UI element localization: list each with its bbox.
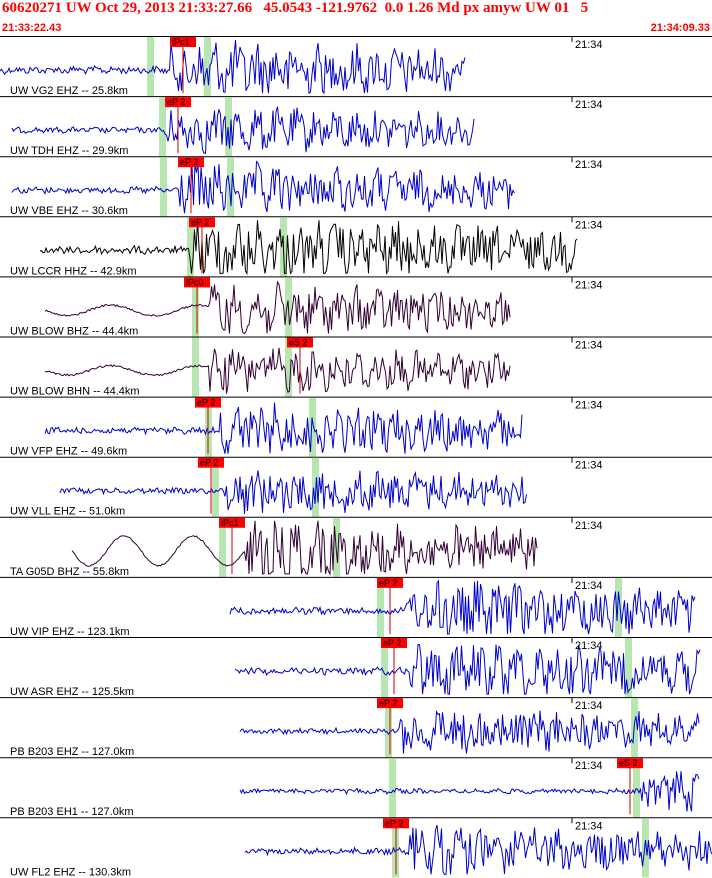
pick-label: eP 2 — [385, 818, 403, 828]
station-label: UW VFP EHZ -- 49.6km — [10, 446, 127, 458]
phase-window-band — [615, 577, 622, 637]
pick-marker[interactable] — [198, 457, 224, 468]
phase-window-band — [381, 638, 388, 698]
waveform — [44, 402, 523, 454]
station-label: UW FL2 EHZ -- 130.3km — [10, 866, 131, 878]
waveform — [11, 160, 515, 214]
phase-window-band — [160, 157, 167, 217]
pick-marker[interactable] — [381, 638, 407, 648]
time-mark-label: 21:34 — [575, 400, 603, 412]
station-label: UW ASR EHZ -- 125.5km — [10, 686, 134, 698]
seismogram-panel[interactable]: iPc1 21:34 UW VG2 EHZ -- 25.8km eP 2 21:34 UW… — [0, 36, 712, 878]
seismogram-traces[interactable]: iPc1 21:34 UW VG2 EHZ -- 25.8km eP 2 21:34 UW… — [0, 36, 712, 878]
pick-label: eP 2 — [191, 217, 209, 227]
pick-marker[interactable] — [178, 157, 204, 168]
pick-marker[interactable] — [189, 217, 215, 228]
pick-label: iPc0 — [186, 277, 204, 287]
phase-window-band — [192, 337, 199, 397]
pick-marker[interactable] — [287, 337, 313, 348]
pick-label: eP 2 — [379, 698, 397, 708]
pick-marker[interactable] — [195, 397, 221, 408]
time-mark-label: 21:34 — [575, 700, 603, 712]
window-end-time: 21:34:09.33 — [650, 22, 710, 34]
event-header: 60620271 UW Oct 29, 2013 21:33:27.66 45.… — [0, 0, 712, 36]
phase-window-band — [385, 698, 392, 758]
time-mark-label: 21:34 — [575, 219, 603, 231]
phase-window-band — [204, 37, 211, 97]
pick-marker[interactable] — [377, 577, 403, 588]
station-label: PB B203 EHZ -- 127.0km — [10, 746, 134, 758]
waveform — [39, 220, 578, 275]
station-label: UW BLOW BHZ -- 44.4km — [10, 325, 138, 337]
pick-marker[interactable] — [184, 277, 210, 288]
time-mark-label: 21:34 — [575, 760, 603, 772]
station-label: UW VG2 EHZ -- 25.8km — [10, 85, 128, 97]
phase-window-band — [389, 758, 396, 818]
phase-window-band — [219, 517, 226, 577]
station-label: UW VIP EHZ -- 123.1km — [10, 626, 130, 638]
phase-window-band — [625, 638, 632, 698]
phase-window-band — [642, 818, 649, 878]
waveform — [244, 824, 712, 875]
pick-label: iPc1 — [221, 518, 239, 528]
pick-label: eP 2 — [200, 458, 218, 468]
phase-window-band — [285, 337, 292, 397]
waveform — [11, 106, 475, 154]
phase-window-band — [187, 217, 194, 277]
phase-window-band — [633, 758, 640, 818]
pick-marker[interactable] — [377, 698, 403, 709]
time-mark-label: 21:34 — [575, 159, 603, 171]
waveform — [59, 470, 527, 514]
phase-window-band — [159, 97, 166, 157]
station-label: UW VLL EHZ -- 51.0km — [10, 506, 125, 518]
station-label: PB B203 EH1 -- 127.0km — [10, 806, 134, 818]
waveform — [229, 579, 696, 635]
waveform — [0, 39, 466, 95]
pick-label: eP 2 — [197, 398, 215, 408]
pick-label: iPc1 — [172, 37, 190, 47]
pick-label: eP 2 — [167, 97, 185, 107]
phase-window-band — [192, 277, 199, 337]
station-label: TA G05D BHZ -- 55.8km — [10, 566, 129, 578]
waveform — [239, 771, 700, 812]
time-mark-label: 21:34 — [575, 520, 603, 532]
pick-marker[interactable] — [383, 818, 409, 829]
window-start-time: 21:33:22.43 — [2, 22, 62, 34]
pick-marker[interactable] — [170, 37, 196, 47]
waveform — [239, 709, 700, 754]
pick-label: eP 2 — [180, 157, 198, 167]
pick-marker[interactable] — [617, 758, 643, 769]
phase-window-band — [309, 397, 316, 457]
phase-window-band — [225, 97, 232, 157]
station-label: UW BLOW BHN -- 44.4km — [10, 386, 140, 398]
time-mark-label: 21:34 — [575, 279, 603, 291]
pick-label: eS 2 — [289, 338, 308, 348]
pick-label: eP 2 — [383, 638, 401, 648]
time-mark-label: 21:34 — [575, 39, 603, 51]
time-mark-label: 21:34 — [575, 580, 603, 592]
time-mark-label: 21:34 — [575, 820, 603, 832]
time-mark-label: 21:34 — [575, 99, 603, 111]
waveform — [44, 280, 511, 335]
phase-window-band — [227, 157, 234, 217]
time-mark-label: 21:34 — [575, 460, 603, 472]
phase-window-band — [377, 577, 384, 637]
waveform — [44, 347, 511, 394]
time-mark-label: 21:34 — [575, 340, 603, 352]
waveform — [71, 520, 538, 576]
time-mark-label: 21:34 — [575, 640, 603, 652]
station-label: UW VBE EHZ -- 30.6km — [10, 205, 128, 217]
station-label: UW LCCR HHZ -- 42.9km — [10, 265, 137, 277]
pick-marker[interactable] — [165, 97, 191, 108]
phase-window-band — [212, 457, 219, 517]
phase-window-band — [147, 37, 154, 97]
event-title: 60620271 UW Oct 29, 2013 21:33:27.66 45.… — [2, 0, 589, 16]
pick-label: eS 2 — [619, 758, 638, 768]
waveform — [234, 643, 701, 695]
pick-label: eP 2 — [379, 578, 397, 588]
station-label: UW TDH EHZ -- 29.9km — [10, 145, 128, 157]
pick-marker[interactable] — [219, 517, 245, 528]
